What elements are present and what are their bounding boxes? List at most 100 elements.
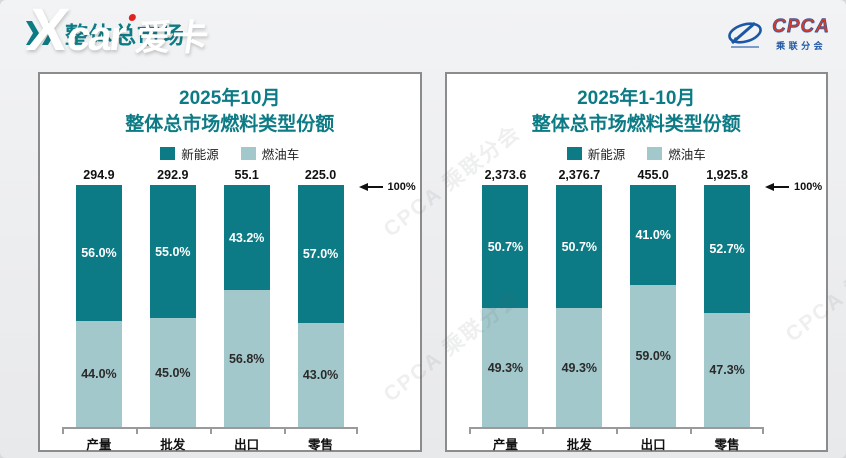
bar-segment-label: 52.7% (709, 242, 745, 257)
bar-column: 1,925.8 52.7% 47.3% (690, 168, 764, 428)
bar-segment-label: 45.0% (155, 365, 191, 380)
cpca-subtitle-text: 乘联分会 (776, 41, 827, 51)
stacked-bar: 50.7% 49.3% (482, 185, 529, 428)
bar-column: 455.0 41.0% 59.0% (616, 168, 690, 428)
arrow-line (774, 186, 789, 189)
category-label: 零售 (714, 438, 740, 453)
category-label: 出口 (234, 438, 260, 453)
legend-swatch-icon (647, 147, 663, 161)
chart-subtitle: 整体总市场燃料类型份额 (125, 113, 335, 135)
bar-column: 292.9 55.0% 45.0% (136, 168, 210, 428)
chart-legend: 新能源 燃油车 (40, 144, 420, 163)
chart-title: 2025年1-10月 (577, 88, 696, 109)
x-axis (468, 427, 764, 435)
hundred-percent-annotation: 100% (765, 181, 822, 193)
bar-segment-label: 57.0% (302, 247, 339, 262)
page-header: 整体总市场 (26, 16, 185, 50)
legend-item: 燃油车 (647, 144, 706, 163)
arrow-left-icon (765, 183, 774, 192)
bar-segment-ice: 44.0% (75, 320, 122, 428)
stacked-bar: 52.7% 47.3% (704, 185, 751, 428)
bar-total-label: 292.9 (157, 168, 189, 183)
arrow-line (367, 186, 383, 189)
bar-segment-label: 50.7% (487, 239, 524, 254)
category-labels: 产量 批发 出口 零售 (469, 434, 765, 453)
legend-label: 燃油车 (261, 148, 300, 163)
bar-segment-label: 44.0% (81, 367, 117, 382)
bar-segment-nev: 43.2% (223, 185, 270, 290)
bar-column: 225.0 57.0% 43.0% (284, 168, 358, 428)
chart-legend: 新能源 燃油车 (447, 144, 827, 163)
chevron-right-icon (42, 21, 55, 45)
axis-tick (542, 429, 545, 435)
bar-segment-nev: 57.0% (297, 185, 344, 324)
bar-segment-label: 49.3% (487, 360, 524, 375)
bar-segment-ice: 49.3% (482, 307, 529, 428)
cpca-swoosh-icon (728, 21, 763, 48)
legend-swatch-icon (240, 147, 256, 161)
axis-tick (209, 429, 212, 435)
legend-item: 新能源 (566, 144, 626, 163)
chart-body: 2,373.6 50.7% 49.3% 2,376.7 50.7% 49.3% 455.0 4… (468, 168, 822, 453)
plot-area: 2,373.6 50.7% 49.3% 2,376.7 50.7% 49.3% 455.0 4… (468, 168, 765, 453)
legend-label: 燃油车 (668, 148, 706, 163)
bar-total-label: 1,925.8 (706, 168, 748, 183)
bar-total-label: 294.9 (83, 168, 115, 183)
axis-annotation-label: 100% (794, 181, 823, 194)
chart-body: 294.9 56.0% 44.0% 292.9 55.0% 45.0% 55.1 43.2% 5… (62, 168, 416, 453)
axis-tick (468, 429, 471, 435)
bar-total-label: 225.0 (304, 168, 337, 183)
bar-segment-label: 47.3% (709, 363, 745, 378)
bar-segment-label: 41.0% (635, 227, 671, 242)
bar-column: 294.9 56.0% 44.0% (62, 168, 136, 428)
bar-segment-ice: 59.0% (630, 284, 677, 428)
bar-total-label: 455.0 (637, 168, 669, 183)
axis-tick (616, 429, 619, 435)
stacked-bar: 57.0% 43.0% (297, 185, 344, 428)
bar-segment-nev: 55.0% (149, 185, 196, 319)
chevron-right-icon (26, 21, 39, 45)
axis-tick (62, 429, 64, 435)
cpca-name-text: CPCA (772, 16, 830, 37)
axis-annotation-label: 100% (387, 181, 416, 194)
bar-column: 2,373.6 50.7% 49.3% (469, 168, 543, 428)
arrow-left-icon (358, 183, 368, 192)
bar-total-label: 2,376.7 (558, 168, 601, 183)
bar-total-label: 55.1 (234, 168, 259, 183)
bar-segment-label: 55.0% (155, 244, 191, 259)
category-label: 产量 (492, 438, 518, 453)
chart-title: 2025年10月 (179, 88, 281, 109)
category-label: 批发 (566, 438, 592, 453)
stacked-bar: 41.0% 59.0% (630, 185, 677, 428)
bar-segment-ice: 45.0% (149, 318, 196, 428)
bar-segment-label: 49.3% (561, 360, 598, 375)
bar-segment-label: 59.0% (635, 348, 671, 363)
bar-segment-nev: 41.0% (630, 185, 677, 285)
category-labels: 产量 批发 出口 零售 (62, 434, 358, 453)
bar-column: 2,376.7 50.7% 49.3% (542, 168, 616, 428)
bar-segment-ice: 47.3% (704, 312, 751, 428)
bar-column: 55.1 43.2% 56.8% (210, 168, 284, 428)
bars-row: 2,373.6 50.7% 49.3% 2,376.7 50.7% 49.3% 455.0 4… (469, 168, 765, 428)
stacked-bar: 50.7% 49.3% (556, 185, 603, 428)
legend-label: 新能源 (587, 148, 626, 163)
bar-segment-nev: 50.7% (482, 185, 529, 308)
bar-segment-nev: 52.7% (704, 185, 751, 313)
bar-segment-label: 50.7% (561, 239, 598, 254)
category-label: 出口 (640, 438, 666, 453)
bar-segment-ice: 56.8% (223, 289, 270, 428)
stacked-bar: 43.2% 56.8% (223, 185, 270, 428)
x-axis (62, 427, 358, 435)
bar-segment-ice: 49.3% (556, 307, 603, 428)
axis-tick (355, 429, 358, 435)
axis-tick (762, 429, 764, 435)
chart-panel: 2025年10月 整体总市场燃料类型份额 新能源 燃油车 294.9 56.0% 44… (38, 72, 422, 452)
plot-area: 294.9 56.0% 44.0% 292.9 55.0% 45.0% 55.1 43.2% 5… (62, 168, 358, 453)
category-label: 零售 (308, 438, 334, 453)
stacked-bar: 56.0% 44.0% (75, 185, 122, 428)
panels: 2025年10月 整体总市场燃料类型份额 新能源 燃油车 294.9 56.0% 44… (38, 72, 828, 452)
bar-segment-label: 43.2% (228, 230, 265, 245)
bar-segment-label: 56.0% (81, 246, 117, 261)
legend-label: 新能源 (181, 148, 219, 163)
